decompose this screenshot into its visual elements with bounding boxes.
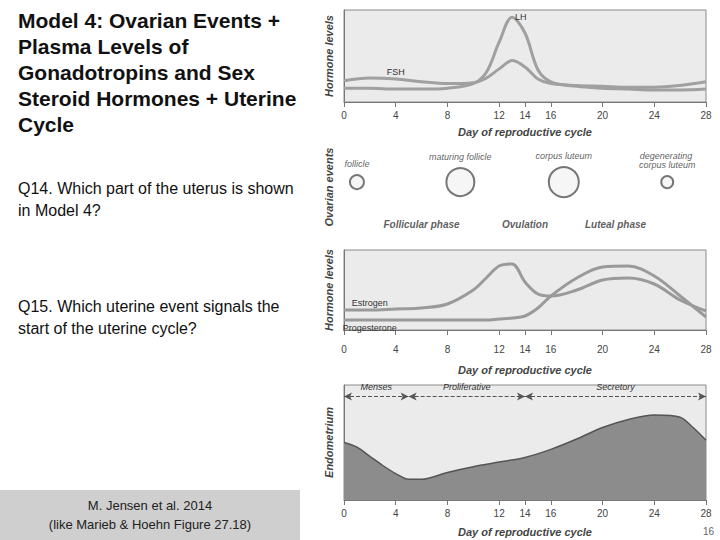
svg-text:4: 4 [393,508,399,519]
svg-text:Day of reproductive cycle: Day of reproductive cycle [458,364,592,376]
svg-text:Hormone levels: Hormone levels [323,15,335,97]
html-text:Model 4: Ovarian Events + Plas: Model 4: Ovarian Events + Plasma Levels … [18,9,297,136]
html-text:(like Marieb & Hoehn Figure 27: (like Marieb & Hoehn Figure 27.18) [48,517,252,532]
svg-text:corpus luteum: corpus luteum [536,151,593,161]
svg-text:FSH: FSH [387,67,405,77]
svg-text:LH: LH [515,12,527,22]
svg-text:4: 4 [393,110,399,121]
svg-text:Luteal phase: Luteal phase [585,219,647,230]
svg-text:28: 28 [700,508,712,519]
svg-text:0: 0 [341,110,347,121]
svg-text:8: 8 [445,508,451,519]
svg-text:0: 0 [341,344,347,355]
svg-text:Proliferative: Proliferative [443,382,491,392]
svg-text:24: 24 [649,508,661,519]
svg-text:Day of reproductive cycle: Day of reproductive cycle [458,126,592,138]
svg-text:20: 20 [597,508,609,519]
html-text:Q14. Which part of the uterus: Q14. Which part of the uterus is shown i… [18,180,294,219]
svg-text:16: 16 [545,344,557,355]
svg-text:0: 0 [341,508,347,519]
svg-text:14: 14 [519,110,531,121]
svg-text:20: 20 [597,110,609,121]
svg-text:Ovulation: Ovulation [502,219,548,230]
html-text:16: 16 [702,526,714,537]
svg-text:Hormone levels: Hormone levels [323,249,335,331]
svg-text:Day of reproductive cycle: Day of reproductive cycle [458,526,592,538]
svg-text:follicle: follicle [344,159,369,169]
svg-text:Endometrium: Endometrium [323,407,335,478]
svg-text:maturing follicle: maturing follicle [429,152,492,162]
html-text:Q15. Which uterine event signa: Q15. Which uterine event signals the sta… [18,298,280,337]
svg-text:4: 4 [393,344,399,355]
svg-text:28: 28 [700,110,712,121]
svg-text:Secretory: Secretory [596,382,635,392]
svg-text:Menses: Menses [361,382,393,392]
svg-text:8: 8 [445,344,451,355]
svg-text:24: 24 [649,344,661,355]
html-text:M. Jensen et al. 2014: M. Jensen et al. 2014 [87,498,213,513]
svg-text:Follicular phase: Follicular phase [384,219,461,230]
svg-text:degenerating: degenerating [639,150,695,161]
svg-text:14: 14 [519,508,531,519]
svg-text:14: 14 [519,344,531,355]
svg-text:20: 20 [597,344,609,355]
svg-text:16: 16 [545,508,557,519]
svg-text:28: 28 [700,344,712,355]
svg-text:Progesterone: Progesterone [343,323,397,333]
svg-text:8: 8 [445,110,451,121]
svg-text:12: 12 [494,508,506,519]
svg-text:Estrogen: Estrogen [352,298,388,308]
svg-text:16: 16 [545,110,557,121]
svg-text:Ovarian events: Ovarian events [323,148,335,227]
svg-text:12: 12 [494,344,506,355]
svg-text:12: 12 [494,110,506,121]
svg-text:24: 24 [649,110,661,121]
svg-text:corpus luteum: corpus luteum [639,160,696,170]
